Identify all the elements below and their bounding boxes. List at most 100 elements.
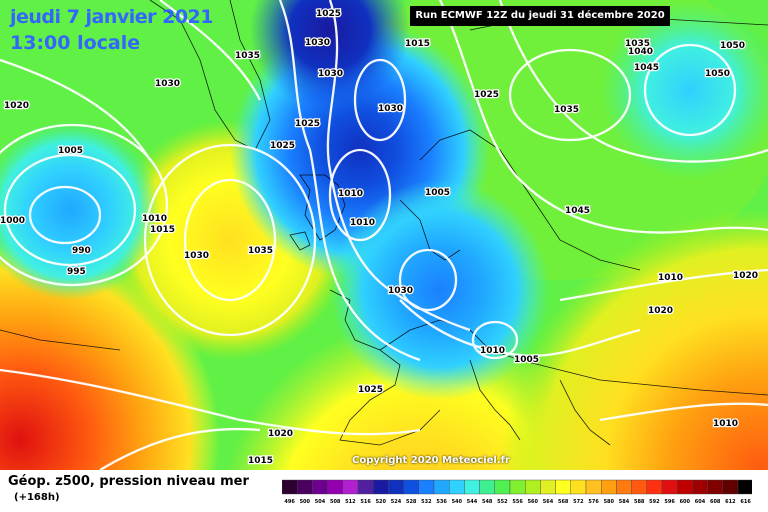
legend-value: 512 (345, 499, 356, 505)
isobar-label: 1020 (4, 101, 29, 111)
isobar-label: 1025 (474, 90, 499, 100)
legend-value: 528 (406, 499, 417, 505)
isobar-label: 1020 (648, 306, 673, 316)
legend-value: 584 (619, 499, 630, 505)
legend-swatch (342, 479, 359, 495)
legend-swatch (707, 479, 724, 495)
isobar-labels: 1025103010351030102010051000990995101010… (0, 8, 759, 468)
isobar-label: 1045 (565, 206, 590, 216)
isobar-label: 1005 (58, 146, 83, 156)
legend-value: 500 (300, 499, 311, 505)
legend-value: 496 (284, 499, 295, 505)
legend-swatch (722, 479, 739, 495)
isobar-label: 1030 (155, 79, 180, 89)
legend-swatch (372, 479, 389, 495)
isobar-label: 1040 (628, 47, 653, 57)
isobar-label: 1025 (295, 119, 320, 129)
legend-swatch (661, 479, 678, 495)
legend-value: 552 (497, 499, 508, 505)
forecast-date: jeudi 7 janvier 2021 (10, 6, 214, 28)
isobar-label: 1005 (514, 355, 539, 365)
isobar-label: 1010 (142, 214, 167, 224)
legend-value: 504 (315, 499, 326, 505)
forecast-local-time: 13:00 locale (10, 32, 141, 54)
legend-swatch (737, 479, 752, 495)
legend-value: 604 (695, 499, 706, 505)
legend-swatch (448, 479, 465, 495)
isobar-label: 1010 (338, 189, 363, 199)
legend-value: 508 (330, 499, 341, 505)
copyright-text: Copyright 2020 Meteociel.fr (352, 455, 510, 466)
isobar-label: 1010 (350, 218, 375, 228)
legend-swatch (616, 479, 632, 495)
legend-value: 572 (573, 499, 584, 505)
legend-swatch (494, 479, 511, 495)
isobar-label: 1030 (184, 251, 209, 261)
legend-swatch (403, 479, 419, 495)
legend-swatch (357, 479, 374, 495)
isobar-label: 1005 (425, 188, 450, 198)
isobar-label: 1025 (316, 9, 341, 19)
legend-value: 612 (725, 499, 736, 505)
legend-swatch (479, 479, 496, 495)
isobar-label: 995 (67, 267, 86, 277)
isobar-lines (0, 0, 768, 470)
legend-swatch (631, 479, 648, 495)
legend-value: 560 (528, 499, 539, 505)
isobar-label: 1010 (480, 346, 505, 356)
legend-value: 568 (558, 499, 569, 505)
isobar-label: 1035 (625, 39, 650, 49)
isobar-label: 1035 (554, 105, 579, 115)
isobar-label: 1050 (720, 41, 745, 51)
color-legend: 496 500 504 508 512 516 520 524 528 532 536 540 544 5… (282, 479, 752, 505)
legend-value: 588 (634, 499, 645, 505)
legend-swatch (585, 479, 602, 495)
legend-swatch (570, 479, 587, 495)
isobar-label: 1030 (318, 69, 343, 79)
isobar-label: 1050 (705, 69, 730, 79)
legend-value: 600 (680, 499, 691, 505)
legend-value: 616 (740, 499, 751, 505)
legend-value: 556 (512, 499, 523, 505)
legend-value: 536 (436, 499, 447, 505)
legend-value: 576 (588, 499, 599, 505)
legend-swatch (464, 479, 480, 495)
isobar-label: 1010 (713, 419, 738, 429)
legend-value: 532 (421, 499, 432, 505)
legend-swatch (601, 479, 617, 495)
legend-value: 580 (604, 499, 615, 505)
isobar-label: 1010 (658, 273, 683, 283)
isobar-label: 1030 (378, 104, 403, 114)
legend-swatch (555, 479, 572, 495)
legend-swatch (388, 479, 404, 495)
isobar-label: 1030 (305, 38, 330, 48)
isobar-label: 1025 (358, 385, 383, 395)
legend-value: 592 (649, 499, 660, 505)
isobar-label: 1045 (634, 63, 659, 73)
legend-swatch (677, 479, 693, 495)
legend-value: 548 (482, 499, 493, 505)
legend-swatch (418, 479, 435, 495)
isobar-label: 1035 (248, 246, 273, 256)
isobar-label: 1025 (270, 141, 295, 151)
isobar-label: 1020 (268, 429, 293, 439)
isobar-label: 1015 (405, 39, 430, 49)
isobar-label: 990 (72, 246, 91, 256)
legend-value: 516 (360, 499, 371, 505)
isobar-label: 1000 (0, 216, 25, 226)
legend-value: 524 (391, 499, 402, 505)
isobar-label: 1030 (388, 286, 413, 296)
parameter-title: Géop. z500, pression niveau mer (8, 474, 249, 489)
legend-value: 564 (543, 499, 554, 505)
legend-value: 608 (710, 499, 721, 505)
legend-swatch (540, 479, 556, 495)
legend-swatch (646, 479, 663, 495)
legend-swatch (692, 479, 708, 495)
isobar-label: 1015 (150, 225, 175, 235)
legend-swatch (524, 479, 541, 495)
map-canvas: 1025103010351030102010051000990995101010… (0, 0, 768, 470)
legend-value: 540 (452, 499, 463, 505)
legend-swatch (327, 479, 343, 495)
legend-value: 520 (376, 499, 387, 505)
legend-swatch (296, 479, 313, 495)
